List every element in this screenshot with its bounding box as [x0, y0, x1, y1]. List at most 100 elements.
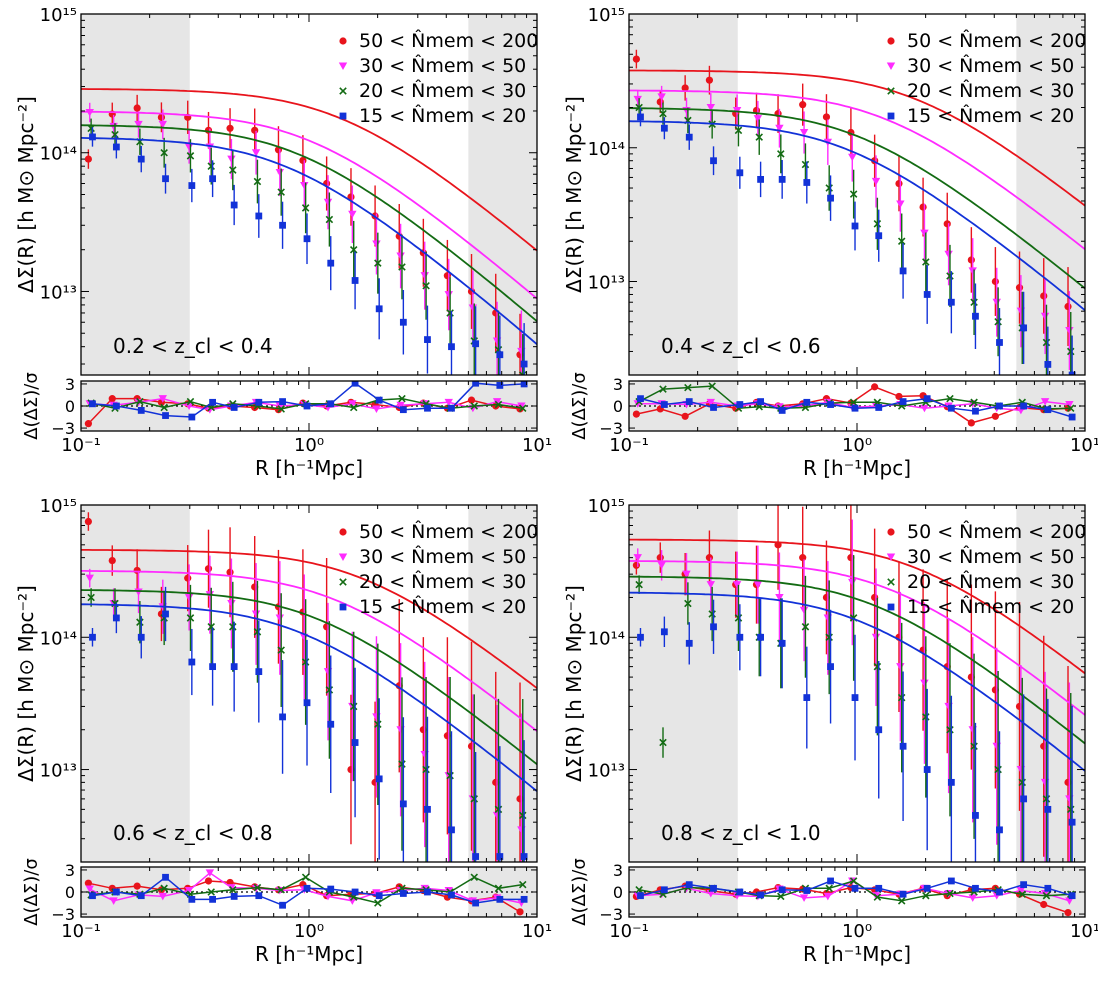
- legend-marker: [887, 528, 895, 536]
- data-point: [895, 179, 903, 188]
- x-tick-label: 10⁰: [842, 921, 872, 942]
- legend-marker: [886, 553, 896, 561]
- data-point: [448, 343, 455, 351]
- y-axis-label: ΔΣ(R) [h M⊙ Mpc⁻²]: [14, 96, 38, 293]
- data-point: [85, 574, 94, 583]
- model-curve: [81, 603, 537, 792]
- resid-point: [899, 890, 907, 898]
- data-point: [922, 713, 930, 721]
- data-point: [1066, 347, 1075, 356]
- resid-point: [229, 886, 237, 894]
- data-point: [994, 765, 1002, 774]
- data-point: [972, 812, 979, 819]
- data-point: [520, 360, 528, 368]
- data-point: [777, 150, 785, 158]
- data-point: [967, 256, 975, 264]
- data-point: [399, 318, 407, 326]
- resid-y-tick-label: 0: [613, 883, 623, 902]
- data-point: [659, 738, 667, 747]
- resid-point: [803, 398, 811, 406]
- resid-point: [1042, 891, 1051, 900]
- legend-label: 30 < N̂mem < 50: [907, 546, 1074, 568]
- resid-y-axis-label: Δ(ΔΣ)/σ: [569, 372, 590, 440]
- data-point: [778, 639, 786, 647]
- model-curve: [629, 69, 1085, 207]
- resid-point: [398, 394, 406, 403]
- data-point: [300, 182, 309, 190]
- resid-point: [158, 395, 167, 403]
- resid-point: [706, 889, 715, 898]
- data-point: [996, 826, 1003, 834]
- resid-point: [920, 404, 929, 413]
- data-point: [848, 153, 857, 162]
- resid-y-tick-label: 3: [65, 375, 75, 394]
- resid-y-axis-label: Δ(ΔΣ)/σ: [21, 372, 42, 440]
- main-plot-area: [81, 512, 537, 862]
- data-point: [732, 581, 742, 589]
- resid-point: [637, 892, 644, 900]
- resid-point: [448, 891, 455, 899]
- data-point: [825, 184, 833, 192]
- resid-point: [1018, 890, 1027, 898]
- data-point: [422, 281, 430, 290]
- resid-point: [209, 895, 217, 903]
- data-point: [657, 561, 666, 570]
- resid-point: [757, 891, 765, 899]
- redshift-annotation: 0.4 < z_cl < 0.6: [661, 334, 821, 358]
- data-point: [1020, 795, 1028, 803]
- data-point: [825, 633, 833, 642]
- resid-y-tick-label: 0: [65, 397, 75, 416]
- data-point: [1042, 795, 1051, 803]
- data-point: [87, 124, 95, 133]
- data-point: [327, 259, 335, 267]
- resid-point: [803, 887, 811, 894]
- data-point: [227, 600, 236, 608]
- resid-point: [972, 884, 979, 892]
- resid-point: [1040, 398, 1050, 406]
- resid-point: [778, 407, 786, 414]
- model-curve: [81, 124, 537, 322]
- resid-point: [923, 884, 931, 892]
- data-point: [1066, 805, 1075, 814]
- data-point: [1044, 361, 1052, 368]
- resid-point: [991, 412, 999, 420]
- x-tick-label: 10⁰: [294, 921, 324, 942]
- data-point: [899, 267, 907, 275]
- y-tick-label: 10¹⁵: [40, 496, 77, 517]
- resid-point: [518, 404, 527, 412]
- resid-point: [823, 892, 833, 901]
- resid-point: [827, 401, 834, 408]
- resid-y-tick-label: −3: [599, 419, 623, 438]
- data-point: [947, 778, 955, 786]
- resid-point: [1020, 402, 1028, 410]
- legend-marker: [887, 578, 895, 586]
- data-point: [188, 658, 196, 666]
- y-axis-label: ΔΣ(R) [h M⊙ Mpc⁻²]: [14, 585, 38, 782]
- resid-point: [996, 402, 1003, 410]
- resid-point: [710, 884, 717, 892]
- data-point: [209, 663, 217, 671]
- legend-label: 15 < N̂mem < 20: [359, 105, 526, 127]
- data-point: [970, 742, 978, 751]
- legend-label: 20 < N̂mem < 30: [907, 571, 1074, 593]
- resid-point: [708, 382, 716, 390]
- data-point: [448, 826, 455, 834]
- resid-point: [520, 381, 528, 388]
- data-point: [1068, 371, 1076, 375]
- model-curve: [81, 88, 537, 252]
- data-point: [251, 149, 261, 157]
- redshift-annotation: 0.6 < z_cl < 0.8: [113, 821, 273, 845]
- resid-y-axis-label: Δ(ΔΣ)/σ: [569, 858, 590, 926]
- shaded-region: [81, 14, 190, 375]
- resid-point: [327, 400, 335, 408]
- resid-point: [133, 882, 141, 890]
- resid-point: [632, 410, 640, 418]
- data-point: [992, 298, 1001, 307]
- data-point: [446, 309, 454, 317]
- data-point: [87, 593, 95, 602]
- data-point: [137, 633, 145, 641]
- resid-point: [204, 877, 213, 885]
- data-point: [496, 853, 504, 860]
- data-point: [710, 157, 717, 165]
